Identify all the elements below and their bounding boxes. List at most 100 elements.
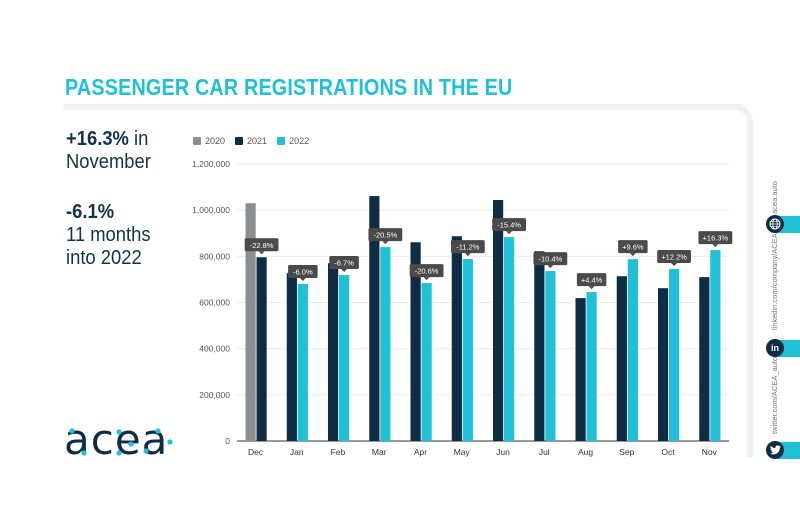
legend-swatch-2022 [277,137,286,145]
bar-aug-2022 [586,292,597,441]
bar-mar-2022 [380,247,391,441]
bar-aug-2021 [575,298,586,441]
acea-logo: acea [62,415,182,467]
bar-sep-2022 [627,259,638,441]
annotation-feb: -6.7% [329,256,359,273]
bar-oct-2021 [658,288,669,441]
bar-jan-2022 [297,284,308,441]
x-tick-label: Jun [496,447,510,457]
legend-swatch-2020 [193,137,201,145]
annotation-pointer [671,263,678,267]
card-border-corner [725,104,753,132]
y-tick-label: 1,000,000 [192,205,230,215]
annotation-pointer [506,231,513,235]
legend-item-2021: 2021 [235,136,267,146]
annotation-label: -6.0% [293,268,313,277]
x-tick-label: May [454,447,471,457]
website-link[interactable]: acea.auto [770,181,779,214]
x-tick-label: Dec [248,447,264,457]
y-tick-label: 800,000 [199,251,230,261]
annotation-label: +4.4% [581,276,603,285]
annotation-dec: -22.8% [244,238,279,255]
annotation-box [657,250,691,264]
annotation-sep: +9.6% [618,240,648,257]
annotation-box [450,240,485,254]
bar-feb-2022 [339,275,350,441]
annotation-pointer [712,244,719,248]
annotation-label: -15.4% [497,221,521,230]
bar-may-2022 [462,259,473,441]
y-tick-label: 200,000 [199,390,230,400]
legend-label-2022: 2022 [289,136,310,146]
annotation-box [409,264,444,278]
bar-apr-2021 [410,242,421,441]
legend-item-2022: 2022 [277,136,309,146]
bar-apr-2022 [421,283,432,441]
chart-title: PASSENGER CAR REGISTRATIONS IN THE EU [65,74,513,100]
twitter-link[interactable]: twitter.com/ACEA_auto [770,356,779,434]
bar-mar-2021 [369,196,380,441]
bar-dec-2020 [245,203,256,441]
annotation-label: -10.4% [538,255,562,264]
bars [245,196,721,441]
annotation-pointer [423,277,430,281]
annotation-label: -20.6% [415,267,439,276]
annotation-jun: -15.4% [492,218,526,235]
x-tick-label: Mar [372,447,387,457]
kpi-ytd-label-1: 11 months [66,224,151,246]
annotation-label: -11.2% [456,243,480,252]
annotation-jul: -10.4% [533,252,568,269]
annotation-apr: -20.6% [409,264,444,281]
annotation-label: -22.8% [250,241,274,250]
annotation-label: +12.2% [661,253,687,262]
annotation-label: -6.7% [334,259,354,268]
annotation-box [698,231,733,245]
annotation-box [492,218,526,232]
x-tick-label: Jul [539,447,550,457]
annotation-pointer [382,241,389,245]
annotation-pointer [299,278,306,282]
bar-may-2021 [451,236,462,441]
annotation-may: -11.2% [450,240,485,257]
logo-text: acea [64,418,168,462]
annotation-label: -20.5% [373,231,397,240]
annotation-nov: +16.3% [698,231,733,248]
annotation-oct: +12.2% [657,250,691,267]
annotation-label: +16.3% [703,234,729,243]
bar-jul-2022 [545,271,556,441]
kpi-november-label: November [66,151,151,173]
annotation-box [533,252,568,266]
chart-legend: 2020 2021 2022 [193,136,313,146]
kpi-november: +16.3% in November [66,128,151,174]
globe-icon[interactable] [766,215,784,233]
bar-feb-2021 [328,263,339,441]
x-tick-label: Oct [661,447,675,457]
bar-jul-2021 [534,251,545,441]
linkedin-glyph: in [771,343,779,353]
legend-item-2020: 2020 [193,136,225,146]
social-links: acea.auto linkedin.com/company/ACEA/ in … [756,170,800,470]
x-tick-label: Apr [414,447,427,457]
annotation-pointer [547,265,554,269]
annotation-pointer [464,253,471,257]
annotation-pointer [258,251,265,255]
kpi-ytd: -6.1% 11 months into 2022 [66,201,151,270]
annotation-box [288,265,318,279]
kpi-ytd-label-2: into 2022 [66,247,142,269]
x-tick-label: Nov [702,447,718,457]
bar-jun-2022 [504,237,515,441]
annotation-box [576,273,607,287]
twitter-icon[interactable] [766,441,784,459]
bar-jan-2021 [286,273,297,441]
kpi-november-value: +16.3% [66,128,129,150]
annotation-pointer [629,253,636,257]
linkedin-link[interactable]: linkedin.com/company/ACEA/ [770,231,779,330]
legend-label-2021: 2021 [247,136,268,146]
bar-jun-2021 [493,200,504,441]
annotation-aug: +4.4% [576,273,607,290]
annotation-jan: -6.0% [288,265,318,282]
legend-swatch-2021 [235,137,244,145]
linkedin-icon[interactable]: in [766,339,784,357]
annotation-pointer [588,286,595,290]
